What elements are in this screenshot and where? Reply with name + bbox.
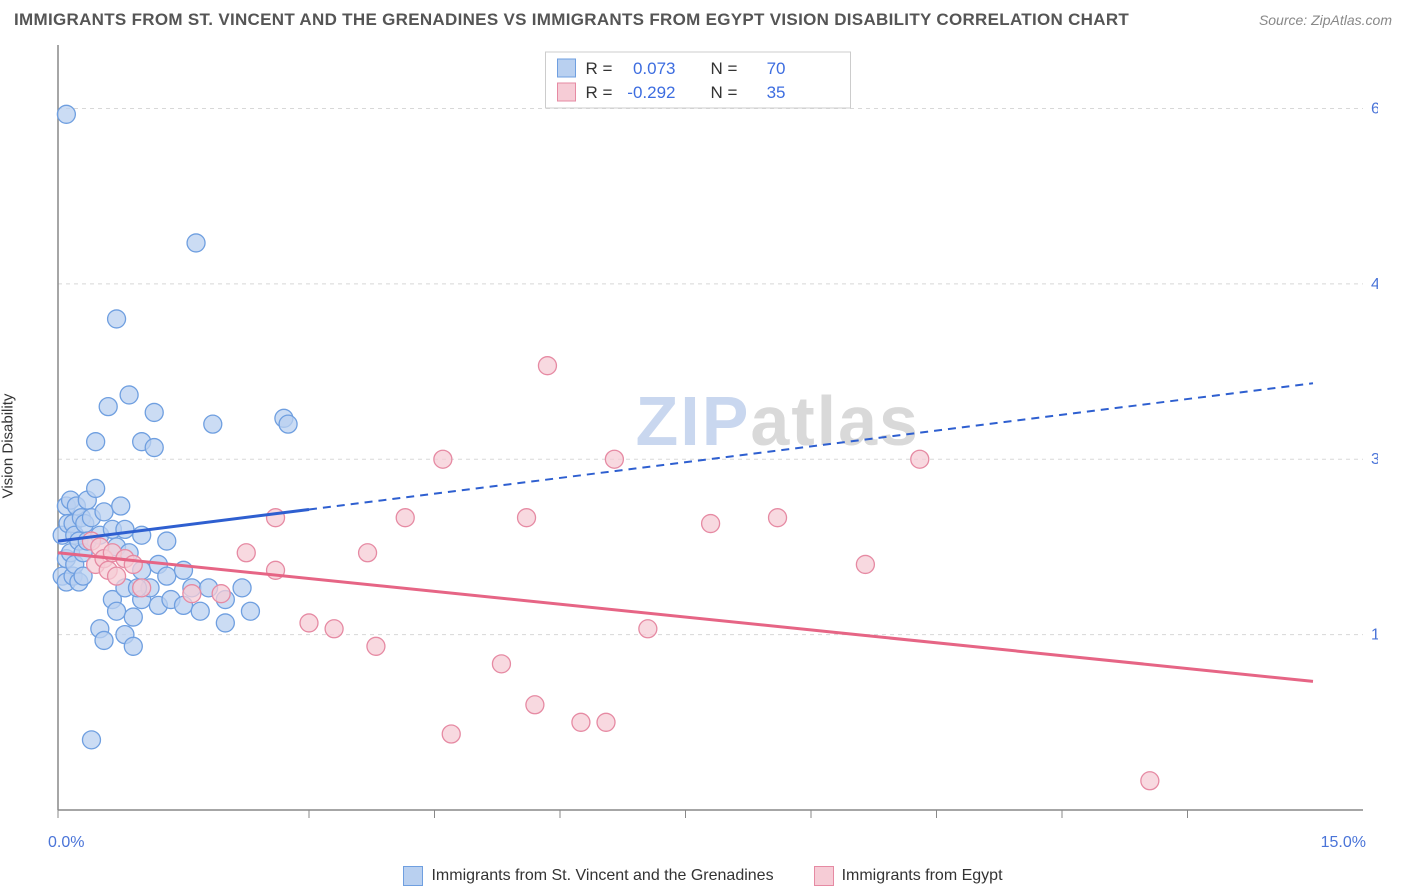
legend-item-series-b: Immigrants from Egypt <box>814 866 1003 886</box>
x-axis-end-label: 15.0% <box>1321 834 1366 852</box>
svg-text:ZIPatlas: ZIPatlas <box>636 382 920 460</box>
svg-text:6.0%: 6.0% <box>1371 100 1378 117</box>
source-prefix: Source: <box>1259 12 1311 28</box>
svg-text:4.5%: 4.5% <box>1371 276 1378 293</box>
legend-swatch-a <box>403 866 423 886</box>
svg-text:N =: N = <box>711 83 738 102</box>
svg-text:R =: R = <box>586 59 613 78</box>
svg-text:0.073: 0.073 <box>633 59 676 78</box>
svg-text:R =: R = <box>586 83 613 102</box>
chart-header: IMMIGRANTS FROM ST. VINCENT AND THE GREN… <box>14 10 1392 30</box>
x-axis-start-label: 0.0% <box>48 834 84 852</box>
legend-label-b: Immigrants from Egypt <box>842 867 1003 885</box>
svg-text:-0.292: -0.292 <box>627 83 675 102</box>
svg-text:1.5%: 1.5% <box>1371 627 1378 644</box>
svg-text:3.0%: 3.0% <box>1371 451 1378 468</box>
chart-title: IMMIGRANTS FROM ST. VINCENT AND THE GREN… <box>14 10 1129 30</box>
source-attribution: Source: ZipAtlas.com <box>1259 12 1392 28</box>
svg-text:70: 70 <box>767 59 786 78</box>
legend-label-a: Immigrants from St. Vincent and the Gren… <box>431 867 773 885</box>
svg-text:N =: N = <box>711 59 738 78</box>
bottom-legend: Immigrants from St. Vincent and the Gren… <box>0 866 1406 886</box>
source-name: ZipAtlas.com <box>1311 12 1392 28</box>
legend-swatch-b <box>814 866 834 886</box>
chart-area: 1.5% 3.0% 4.5% 6.0% ZIPatlas R = 0.073 N = 70 R =… <box>48 40 1378 840</box>
svg-text:35: 35 <box>767 83 786 102</box>
legend-item-series-a: Immigrants from St. Vincent and the Gren… <box>403 866 773 886</box>
y-axis-label: Vision Disability <box>0 394 17 499</box>
scatter-chart: 1.5% 3.0% 4.5% 6.0% ZIPatlas R = 0.073 N = 70 R =… <box>48 40 1378 840</box>
